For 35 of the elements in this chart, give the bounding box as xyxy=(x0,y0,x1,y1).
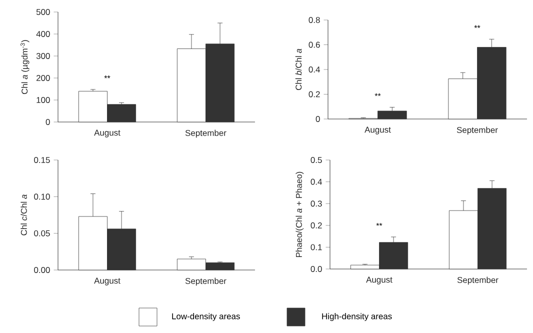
y-tick-label: 400 xyxy=(36,31,50,37)
y-tick-label: 0 xyxy=(46,119,50,125)
y-tick-label: 0.2 xyxy=(308,91,320,98)
x-tick-label: September xyxy=(456,126,498,135)
x-tick-label: August xyxy=(94,278,120,286)
y-tick-label: 0 xyxy=(316,116,320,122)
y-axis-title: Chl b/Chl a xyxy=(295,48,302,90)
y-tick-label: 0.1 xyxy=(310,244,322,250)
y-tick-label: 300 xyxy=(36,53,50,59)
x-tick-label: September xyxy=(457,276,498,285)
y-tick-label: 0.3 xyxy=(310,200,322,207)
x-tick-label: September xyxy=(185,130,226,138)
y-tick-label: 0.2 xyxy=(310,222,322,228)
y-tick-label: 0.10 xyxy=(34,194,50,200)
x-tick-label: August xyxy=(94,130,120,138)
y-tick-label: 0.6 xyxy=(308,42,320,48)
y-tick-label: 0.00 xyxy=(34,267,50,273)
y-tick-label: 0.15 xyxy=(34,157,50,163)
y-tick-label: 0.0 xyxy=(310,266,322,272)
y-tick-label: 200 xyxy=(36,75,50,81)
y-tick-label: 0.05 xyxy=(34,230,50,236)
x-tick-label: August xyxy=(364,126,391,134)
x-tick-label: August xyxy=(366,276,392,284)
y-tick-label: 0.4 xyxy=(310,178,322,185)
legend-label: High-density areas xyxy=(322,313,392,321)
y-tick-label: 0.4 xyxy=(308,66,320,72)
y-tick-label: 500 xyxy=(36,9,50,15)
legend-label: Low-density areas xyxy=(172,313,240,321)
y-tick-label: 0.8 xyxy=(308,17,320,23)
y-tick-label: 100 xyxy=(36,97,50,103)
y-axis-title: Chl a (µgdm$^{-3}$) xyxy=(20,40,30,94)
y-axis-title: Chl c/Chl a xyxy=(20,194,27,236)
x-tick-label: September xyxy=(185,278,226,286)
y-tick-label: 0.5 xyxy=(310,157,322,163)
y-axis-title: Phaeo/(Chl a + Phaeo) xyxy=(296,172,304,258)
